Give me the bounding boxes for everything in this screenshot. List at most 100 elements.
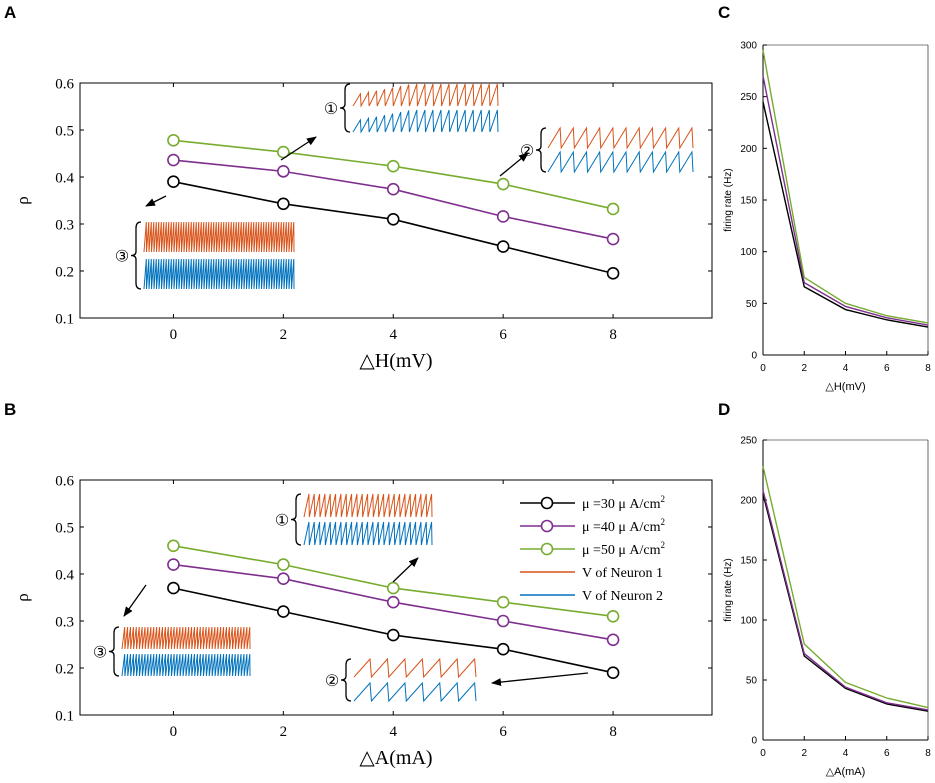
y-axis-label: ρ <box>13 593 32 601</box>
panel-d: 0 50 100 150 200 250 0 2 4 6 8 △A(mA) firing rate (H… <box>723 436 931 779</box>
data-point-mu50 <box>277 145 290 159</box>
y-axis-label: firing rate (Hz) <box>723 168 734 231</box>
inset-spikes-neuron2 <box>121 653 251 677</box>
legend-marker-mu40 <box>540 519 554 533</box>
data-point-mu30 <box>606 666 620 680</box>
inset-spikes-neuron1 <box>143 221 295 253</box>
y-tick-label: 200 <box>740 144 757 155</box>
y-tick-label: 200 <box>740 496 757 507</box>
legend-label: V of Neuron 2 <box>582 589 663 604</box>
y-tick-label: 0.5 <box>55 520 74 536</box>
panel-letter-c: C <box>718 3 730 22</box>
data-point-mu30 <box>386 213 400 226</box>
series-line-mu30 <box>762 493 929 712</box>
x-axis-label: △H(mV) <box>825 381 865 393</box>
legend-label-text: V of Neuron 2 <box>582 589 663 604</box>
y-axis-label: ρ <box>13 196 32 204</box>
x-tick-label: 2 <box>280 724 288 740</box>
y-tick-label: 50 <box>746 299 758 310</box>
x-tick-label: 4 <box>843 363 849 374</box>
data-point-mu40 <box>386 182 400 196</box>
inset-arrow <box>145 195 167 207</box>
inset-spikes-neuron2 <box>352 109 499 134</box>
y-tick-label: 0.4 <box>55 567 74 583</box>
x-tick-label: 0 <box>170 724 178 740</box>
data-point-mu50 <box>167 539 180 553</box>
legend-label-sup: 2 <box>661 517 666 527</box>
data-point-mu40 <box>496 210 510 223</box>
inset-spikes-neuron1 <box>303 493 433 518</box>
inset-brace <box>340 658 352 702</box>
y-tick-label: 150 <box>740 196 757 207</box>
inset-spikes-neuron1 <box>353 657 477 679</box>
x-tick-label: 0 <box>760 363 766 374</box>
inset-label: ① <box>324 101 338 118</box>
data-point-mu40 <box>386 595 400 609</box>
x-tick-label: 6 <box>499 327 507 343</box>
inset-label: ② <box>325 673 339 690</box>
series-line-mu40 <box>762 75 929 326</box>
panel-c: 0 50 100 150 200 250 300 0 2 4 6 8 △H(mV) firing rate… <box>723 41 931 394</box>
inset-spikes-neuron2 <box>547 150 694 174</box>
legend-label: μ =50 μ A/cm2 <box>582 540 665 558</box>
data-point-mu40 <box>496 614 510 628</box>
x-tick-label: 4 <box>390 327 398 343</box>
series-line-mu50 <box>762 50 929 324</box>
y-tick-label: 150 <box>740 556 757 567</box>
series-line-mu30 <box>762 101 929 328</box>
data-point-mu40 <box>606 232 620 246</box>
inset-spikes-neuron1 <box>547 126 694 150</box>
legend-label: V of Neuron 1 <box>582 566 663 581</box>
y-tick-label: 0.1 <box>55 311 74 327</box>
data-point-mu30 <box>167 581 180 595</box>
legend-label-text: μ =30 μ A/cm <box>582 497 661 512</box>
x-tick-label: 6 <box>884 363 890 374</box>
data-point-mu30 <box>277 605 290 618</box>
panel-letter-d: D <box>718 400 730 419</box>
series-line-mu40 <box>762 490 929 711</box>
legend-label-text: V of Neuron 1 <box>582 566 663 581</box>
data-point-mu30 <box>496 240 510 253</box>
x-tick-label: 8 <box>609 724 617 740</box>
panel-b: 0.1 0.2 0.3 0.4 0.5 0.6 0 2 4 6 8 △A(mA) ρ ① ② ③ μ =30 μ… <box>13 473 713 769</box>
inset-brace <box>290 493 302 546</box>
legend-marker-mu30 <box>540 496 554 510</box>
x-axis-label: △A(mA) <box>826 766 866 778</box>
data-point-mu30 <box>606 267 620 280</box>
inset-brace <box>339 83 351 133</box>
data-point-mu50 <box>386 159 400 173</box>
inset-label: ① <box>275 513 289 530</box>
data-point-mu50 <box>606 202 620 216</box>
inset-brace <box>108 626 120 677</box>
data-point-mu40 <box>277 572 290 586</box>
inset-arrow <box>392 557 419 583</box>
inset-spikes-neuron2 <box>353 681 477 703</box>
data-point-mu50 <box>386 581 400 595</box>
legend-label-sup: 2 <box>661 494 666 504</box>
y-tick-label: 300 <box>740 41 757 52</box>
inset-spikes-neuron1 <box>121 626 251 650</box>
inset-arrow <box>123 584 147 617</box>
legend-label-sup: 2 <box>661 540 666 550</box>
y-tick-label: 0.2 <box>55 264 74 280</box>
data-point-mu50 <box>277 558 290 571</box>
y-tick-label: 0.4 <box>55 170 74 186</box>
x-axis-label: △H(mV) <box>359 350 432 372</box>
data-point-mu30 <box>167 175 180 188</box>
y-tick-label: 100 <box>740 247 757 258</box>
data-point-mu50 <box>167 134 180 147</box>
y-tick-label: 0.6 <box>55 76 74 92</box>
x-axis-label: △A(mA) <box>359 747 432 769</box>
data-point-mu50 <box>496 177 510 191</box>
x-tick-label: 8 <box>609 327 617 343</box>
x-tick-label: 4 <box>843 748 849 759</box>
x-tick-label: 8 <box>925 748 931 759</box>
data-point-mu30 <box>386 628 400 642</box>
y-tick-label: 0.2 <box>55 661 74 677</box>
legend-label-text: μ =50 μ A/cm <box>582 543 661 558</box>
x-tick-label: 0 <box>760 748 766 759</box>
data-point-mu40 <box>167 558 180 571</box>
y-tick-label: 50 <box>746 676 758 687</box>
x-tick-label: 2 <box>801 363 807 374</box>
